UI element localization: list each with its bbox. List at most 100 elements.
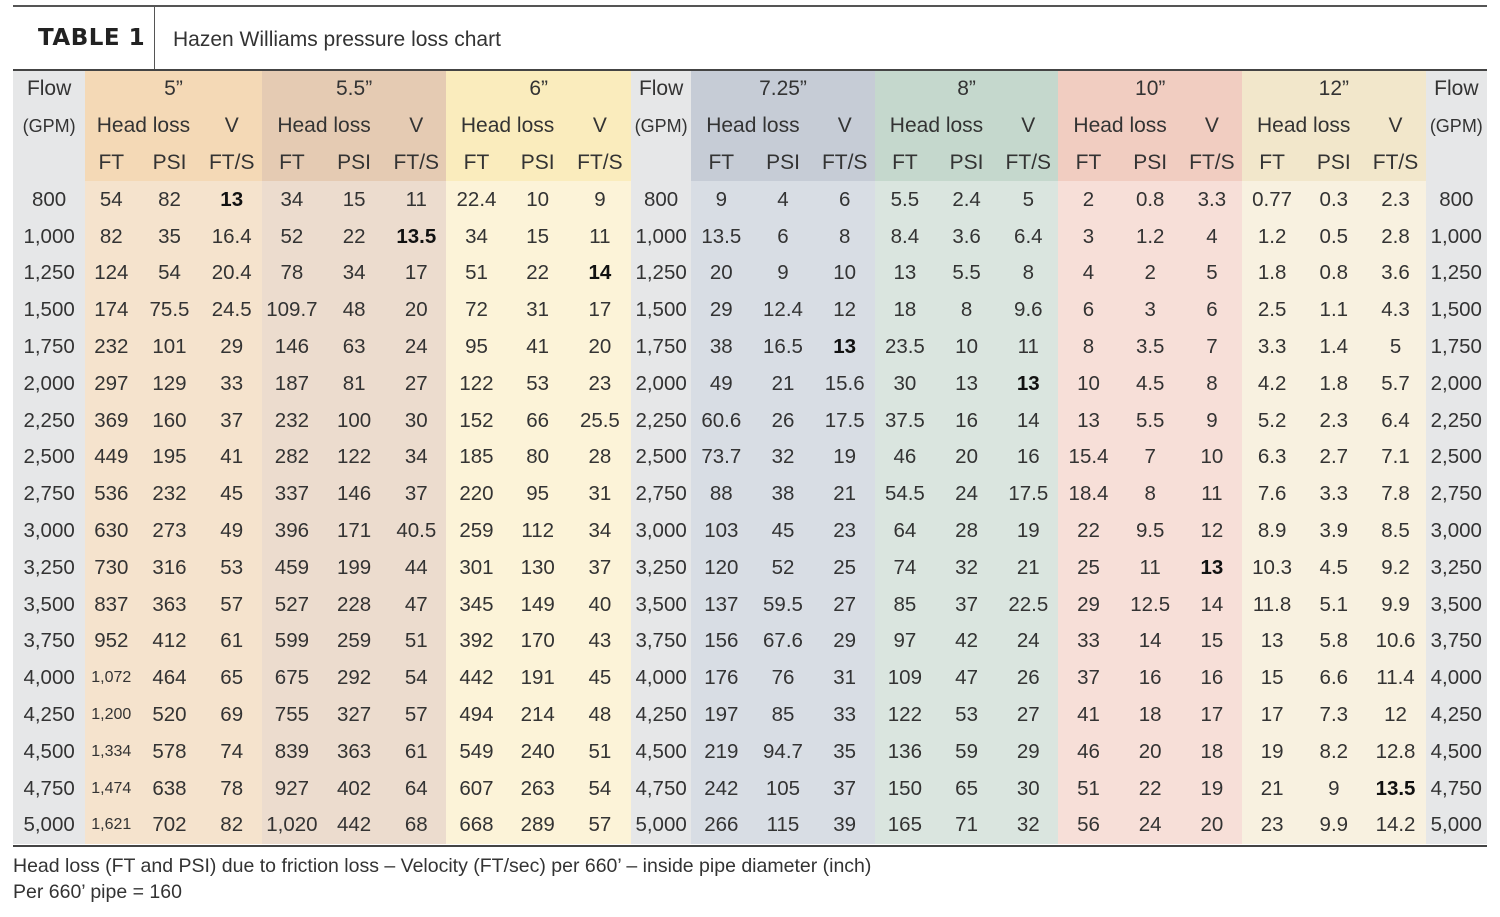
value-cell: 10 xyxy=(506,181,569,219)
value-cell: 41 xyxy=(201,438,262,476)
value-cell: 32 xyxy=(934,549,999,587)
value-cell: 449 xyxy=(85,438,138,476)
unit-header: FT/S xyxy=(386,144,447,182)
value-cell: 191 xyxy=(506,659,569,697)
value-cell: 0.5 xyxy=(1302,218,1366,255)
value-cell: 11.4 xyxy=(1365,659,1426,697)
value-cell: 37 xyxy=(1058,659,1119,697)
value-cell: 8.2 xyxy=(1302,733,1366,771)
value-cell: 25.5 xyxy=(568,402,632,439)
flow-cell: 3,500 xyxy=(1425,586,1487,623)
value-cell: 120 xyxy=(691,549,752,587)
head-loss-header: Head loss xyxy=(446,107,569,145)
head-loss-header: Head loss xyxy=(691,107,815,145)
value-cell: 578 xyxy=(137,733,202,771)
value-cell: 187 xyxy=(261,365,322,403)
value-cell: 81 xyxy=(322,365,387,403)
header-row-sizes: Flow 5” 5.5” 6” Flow 7.25” 8” 10” 12” Flow xyxy=(13,71,1487,108)
value-cell: 46 xyxy=(874,438,935,476)
pipe-size-header: 7.25” xyxy=(691,71,875,108)
value-cell: 263 xyxy=(506,770,569,807)
unit-header: PSI xyxy=(1302,144,1366,182)
value-cell: 24 xyxy=(1118,806,1182,844)
value-cell: 41 xyxy=(506,328,569,366)
value-cell: 57 xyxy=(568,806,632,844)
value-cell: 41 xyxy=(1058,696,1119,734)
value-cell: 122 xyxy=(446,365,507,403)
gpm-header: (GPM) xyxy=(13,107,86,145)
gpm-header: (GPM) xyxy=(631,107,692,145)
value-cell: 214 xyxy=(506,696,569,734)
units-spacer xyxy=(1425,144,1487,182)
value-cell: 7 xyxy=(1118,438,1182,476)
value-cell: 54 xyxy=(386,659,447,697)
value-cell: 2.3 xyxy=(1365,181,1426,219)
flow-cell: 2,500 xyxy=(13,438,86,476)
flow-cell: 3,250 xyxy=(13,549,86,587)
value-cell: 13 xyxy=(1181,549,1243,587)
value-cell: 97 xyxy=(874,622,935,660)
value-cell: 197 xyxy=(691,696,752,734)
value-cell: 14 xyxy=(998,402,1059,439)
value-cell: 29 xyxy=(1058,586,1119,623)
value-cell: 0.77 xyxy=(1242,181,1303,219)
value-cell: 60.6 xyxy=(691,402,752,439)
value-cell: 22 xyxy=(322,218,387,255)
table-row: 2,750 536 232 45 337 146 37 220 95 31 2,750 88 38 21 5… xyxy=(13,475,1487,513)
value-cell: 20.4 xyxy=(201,254,262,292)
value-cell: 7.1 xyxy=(1365,438,1426,476)
flow-cell: 1,000 xyxy=(631,218,692,255)
value-cell: 837 xyxy=(85,586,138,623)
value-cell: 2 xyxy=(1118,254,1182,292)
value-cell: 31 xyxy=(814,659,875,697)
value-cell: 38 xyxy=(751,475,815,513)
head-loss-header: Head loss xyxy=(85,107,202,145)
value-cell: 171 xyxy=(322,512,387,550)
head-loss-header: Head loss xyxy=(874,107,999,145)
value-cell: 19 xyxy=(814,438,875,476)
value-cell: 45 xyxy=(568,659,632,697)
value-cell: 74 xyxy=(201,733,262,771)
value-cell: 14 xyxy=(568,254,632,292)
value-cell: 82 xyxy=(137,181,202,219)
value-cell: 29 xyxy=(814,622,875,660)
value-cell: 54.5 xyxy=(874,475,935,513)
value-cell: 40.5 xyxy=(386,512,447,550)
flow-cell: 2,500 xyxy=(631,438,692,476)
flow-cell: 4,000 xyxy=(631,659,692,697)
value-cell: 112 xyxy=(506,512,569,550)
value-cell: 30 xyxy=(386,402,447,439)
value-cell: 549 xyxy=(446,733,507,771)
value-cell: 27 xyxy=(814,586,875,623)
value-cell: 27 xyxy=(998,696,1059,734)
value-cell: 65 xyxy=(201,659,262,697)
value-cell: 40 xyxy=(568,586,632,623)
value-cell: 88 xyxy=(691,475,752,513)
value-cell: 927 xyxy=(261,770,322,807)
value-cell: 33 xyxy=(201,365,262,403)
value-cell: 7.3 xyxy=(1302,696,1366,734)
value-cell: 20 xyxy=(934,438,999,476)
table-row: 3,500 837 363 57 527 228 47 345 149 40 3,500 137 59.… xyxy=(13,586,1487,623)
value-cell: 165 xyxy=(874,806,935,844)
value-cell: 9 xyxy=(751,254,815,292)
value-cell: 1,474 xyxy=(85,770,138,807)
head-loss-header: Head loss xyxy=(1058,107,1182,145)
value-cell: 232 xyxy=(261,402,322,439)
value-cell: 220 xyxy=(446,475,507,513)
value-cell: 6 xyxy=(1181,291,1243,329)
value-cell: 4.5 xyxy=(1302,549,1366,587)
value-cell: 32 xyxy=(998,806,1059,844)
value-cell: 219 xyxy=(691,733,752,771)
unit-header: FT xyxy=(85,144,138,182)
value-cell: 13 xyxy=(934,365,999,403)
value-cell: 527 xyxy=(261,586,322,623)
value-cell: 24 xyxy=(934,475,999,513)
gpm-header: (GPM) xyxy=(1425,107,1487,145)
value-cell: 20 xyxy=(691,254,752,292)
value-cell: 176 xyxy=(691,659,752,697)
unit-header: FT/S xyxy=(998,144,1059,182)
table-row: 4,250 1,200 520 69 755 327 57 494 214 48 4,250 197 8… xyxy=(13,696,1487,734)
value-cell: 702 xyxy=(137,806,202,844)
value-cell: 18 xyxy=(1118,696,1182,734)
